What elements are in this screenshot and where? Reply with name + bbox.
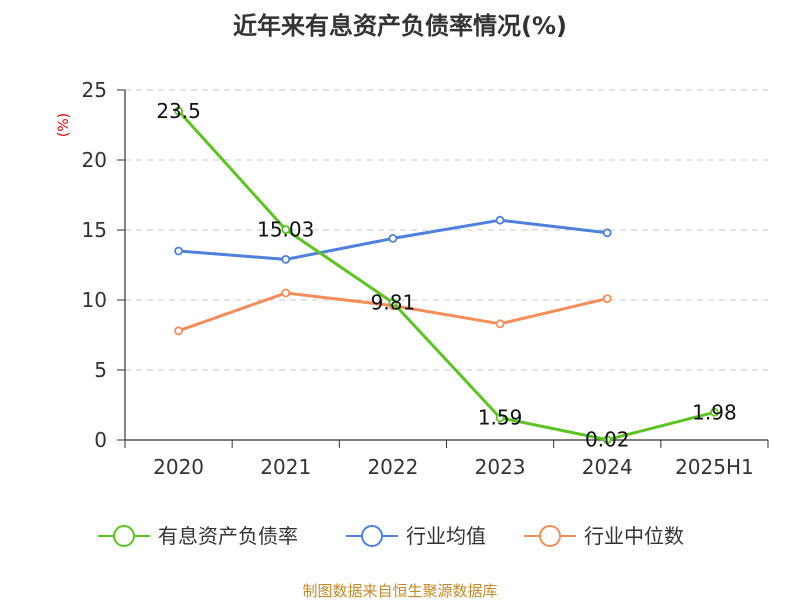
data-label: 23.5 [156, 99, 201, 123]
x-tick-label: 2021 [260, 455, 311, 479]
series-line-0 [177, 109, 715, 442]
data-point [388, 233, 398, 243]
y-tick-label: 25 [82, 78, 107, 102]
data-label: 1.98 [692, 400, 737, 424]
source-footer: 制图数据来自恒生聚源数据库 [302, 582, 497, 600]
data-point [174, 246, 183, 256]
data-point [281, 225, 291, 234]
data-point [602, 435, 612, 445]
y-tick-label: 15 [82, 218, 107, 242]
y-tick-label: 20 [82, 148, 107, 172]
legend-label: 有息资产负债率 [158, 524, 298, 548]
legend-label: 行业均值 [406, 524, 486, 548]
x-tick-label: 2020 [153, 455, 204, 479]
y-axis-label: (%) [56, 113, 72, 137]
x-tick-label: 2022 [367, 455, 418, 479]
data-label: 1.59 [478, 406, 523, 430]
data-label: 0.02 [585, 428, 630, 452]
legend-marker [113, 525, 135, 547]
data-point [495, 215, 505, 225]
data-point [602, 228, 612, 238]
data-label: 15.03 [257, 218, 314, 242]
legend-marker [361, 525, 383, 547]
legend-label: 行业中位数 [584, 524, 684, 548]
legend: 有息资产负债率 行业均值 行业中位数 [98, 524, 684, 548]
data-point [602, 294, 612, 304]
data-point [174, 106, 183, 116]
data-point [388, 298, 398, 308]
data-point [281, 254, 291, 264]
x-tick-label: 2024 [582, 455, 633, 479]
series-group [174, 106, 719, 445]
data-point [495, 319, 505, 329]
x-tick-label: 2023 [475, 455, 526, 479]
data-labels: 23.5 15.03 9.81 1.59 0.02 1.98 [156, 99, 736, 452]
y-tick-label: 10 [82, 288, 107, 312]
data-label: 9.81 [371, 291, 416, 315]
axes: 0 5 10 15 20 25 2020 2021 2022 2023 2024 2025H1 [82, 78, 769, 479]
chart-title: 近年来有息资产负债率情况(%) [233, 12, 567, 40]
x-tick-label: 2025H1 [675, 455, 754, 479]
data-point [174, 326, 183, 336]
data-point [281, 288, 291, 298]
y-tick-label: 5 [94, 358, 107, 382]
data-point [495, 413, 505, 423]
data-point [710, 407, 719, 417]
legend-marker [539, 525, 561, 547]
y-tick-label: 0 [94, 428, 107, 452]
